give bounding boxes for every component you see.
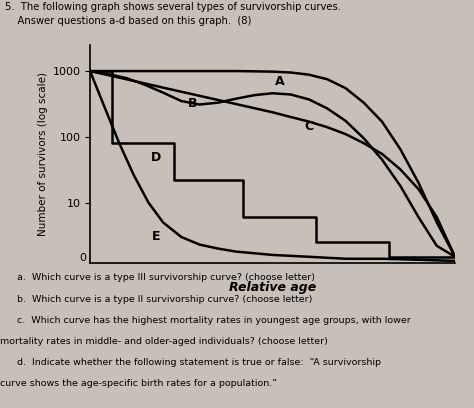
- Text: Answer questions a-d based on this graph.  (8): Answer questions a-d based on this graph…: [5, 16, 251, 27]
- Text: curve shows the age-specific birth rates for a population.”: curve shows the age-specific birth rates…: [0, 379, 277, 388]
- Text: A: A: [275, 75, 285, 88]
- Y-axis label: Number of survivors (log scale): Number of survivors (log scale): [38, 72, 48, 236]
- Text: C: C: [304, 120, 314, 133]
- Text: mortality rates in middle- and older-aged individuals? (choose letter): mortality rates in middle- and older-age…: [0, 337, 328, 346]
- Text: D: D: [151, 151, 161, 164]
- Text: c.  Which curve has the highest mortality rates in youngest age groups, with low: c. Which curve has the highest mortality…: [5, 316, 410, 325]
- Text: a.  Which curve is a type III survivorship curve? (choose letter): a. Which curve is a type III survivorshi…: [5, 273, 315, 282]
- Text: d.  Indicate whether the following statement is true or false:  “A survivorship: d. Indicate whether the following statem…: [5, 358, 381, 367]
- Text: 0: 0: [80, 253, 86, 263]
- Text: b.  Which curve is a type II survivorship curve? (choose letter): b. Which curve is a type II survivorship…: [5, 295, 312, 304]
- Text: B: B: [188, 97, 197, 110]
- Text: Relative age: Relative age: [229, 281, 316, 294]
- Text: 5.  The following graph shows several types of survivorship curves.: 5. The following graph shows several typ…: [5, 2, 341, 12]
- Text: E: E: [152, 231, 160, 244]
